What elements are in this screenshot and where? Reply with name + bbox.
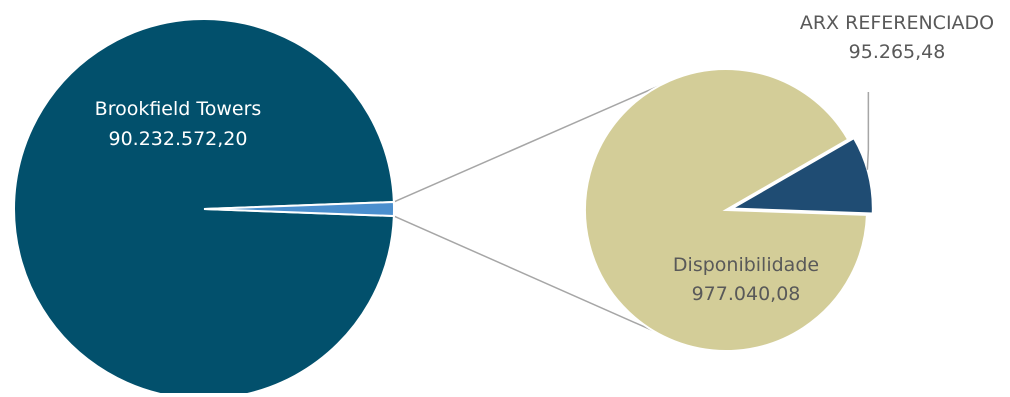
main-pie-slice-others — [203, 200, 396, 218]
label-brookfield-towers-name: Brookfield Towers — [95, 98, 262, 120]
data-labels: Brookfield Towers 90.232.572,20 Disponibil… — [95, 12, 994, 305]
leader-line-arx — [866, 92, 870, 170]
label-arx-referenciado-name: ARX REFERENCIADO — [800, 12, 994, 34]
label-arx-referenciado-value: 95.265,48 — [849, 41, 946, 63]
secondary-pie — [584, 68, 874, 352]
connector-line-bottom — [393, 215, 654, 332]
secondary-pie-slice-disponibilidade — [584, 68, 868, 352]
main-pie — [13, 18, 396, 397]
label-disponibilidade-name: Disponibilidade — [673, 254, 819, 276]
label-disponibilidade-value: 977.040,08 — [692, 283, 801, 305]
label-brookfield-towers-value: 90.232.572,20 — [108, 128, 247, 150]
secondary-pie-slice-arx-referenciado — [728, 136, 874, 215]
connector-lines — [393, 84, 661, 332]
connector-line-top — [393, 84, 661, 203]
